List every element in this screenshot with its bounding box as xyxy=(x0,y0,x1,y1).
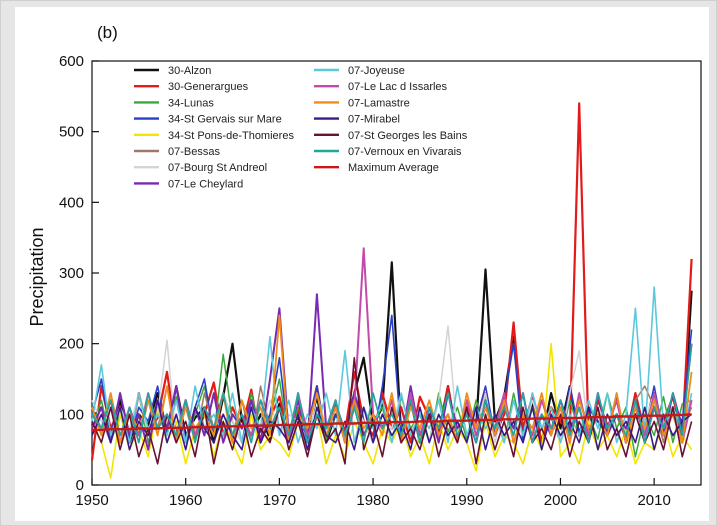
axis-ticks: 0 100 200 300 400 500 600 1950 1960 1970 1980 1990 2… xyxy=(59,53,671,509)
x-tick-label: 1970 xyxy=(263,492,296,509)
x-tick-label: 1950 xyxy=(75,492,108,509)
legend-label: 07-Bourg St Andreol xyxy=(168,162,267,174)
series-lines xyxy=(90,102,693,479)
x-tick-label: 2010 xyxy=(637,492,670,509)
y-tick-label: 400 xyxy=(59,194,84,211)
legend-label: 07-Lamastre xyxy=(348,97,410,109)
legend-label: 34-St Gervais sur Mare xyxy=(168,114,282,126)
y-tick-label: 600 xyxy=(59,53,84,70)
series-line-maximum-average xyxy=(92,413,692,432)
legend-label: 07-Le Lac d Issarles xyxy=(348,81,448,93)
x-tick-label: 1960 xyxy=(169,492,202,509)
x-tick-label: 1990 xyxy=(450,492,483,509)
series-line-07-joyeuse xyxy=(91,286,693,444)
series-line-07-st-georges-les-bains xyxy=(91,356,693,465)
y-tick-label: 300 xyxy=(59,265,84,282)
y-tick-label: 500 xyxy=(59,124,84,141)
legend-label: 34-Lunas xyxy=(168,97,214,109)
y-axis-title: Precipitation xyxy=(27,227,47,326)
y-tick-label: 0 xyxy=(76,477,84,494)
chart-panel: (b) Precipitation 0 100 200 300 400 500 600 195… xyxy=(15,7,709,521)
legend-label: Maximum Average xyxy=(348,162,439,174)
legend-label: 07-Mirabel xyxy=(348,114,400,126)
y-tick-label: 100 xyxy=(59,406,84,423)
legend: 30-Alzon 30-Generargues 34-Lunas 34-St Gerv… xyxy=(134,65,468,190)
legend-label: 30-Generargues xyxy=(168,81,249,93)
x-tick-label: 2000 xyxy=(544,492,577,509)
legend-label: 34-St Pons-de-Thomieres xyxy=(168,130,294,142)
legend-label: 07-Vernoux en Vivarais xyxy=(348,146,462,158)
legend-label: 07-Joyeuse xyxy=(348,65,405,77)
y-tick-label: 200 xyxy=(59,336,84,353)
legend-label: 30-Alzon xyxy=(168,65,211,77)
legend-label: 07-St Georges les Bains xyxy=(348,130,468,142)
legend-label: 07-Le Cheylard xyxy=(168,178,243,190)
panel-label: (b) xyxy=(97,23,118,42)
legend-label: 07-Bessas xyxy=(168,146,220,158)
precipitation-line-chart: (b) Precipitation 0 100 200 300 400 500 600 195… xyxy=(27,23,702,509)
series-line-07-mirabel xyxy=(91,399,693,451)
x-tick-label: 1980 xyxy=(356,492,389,509)
